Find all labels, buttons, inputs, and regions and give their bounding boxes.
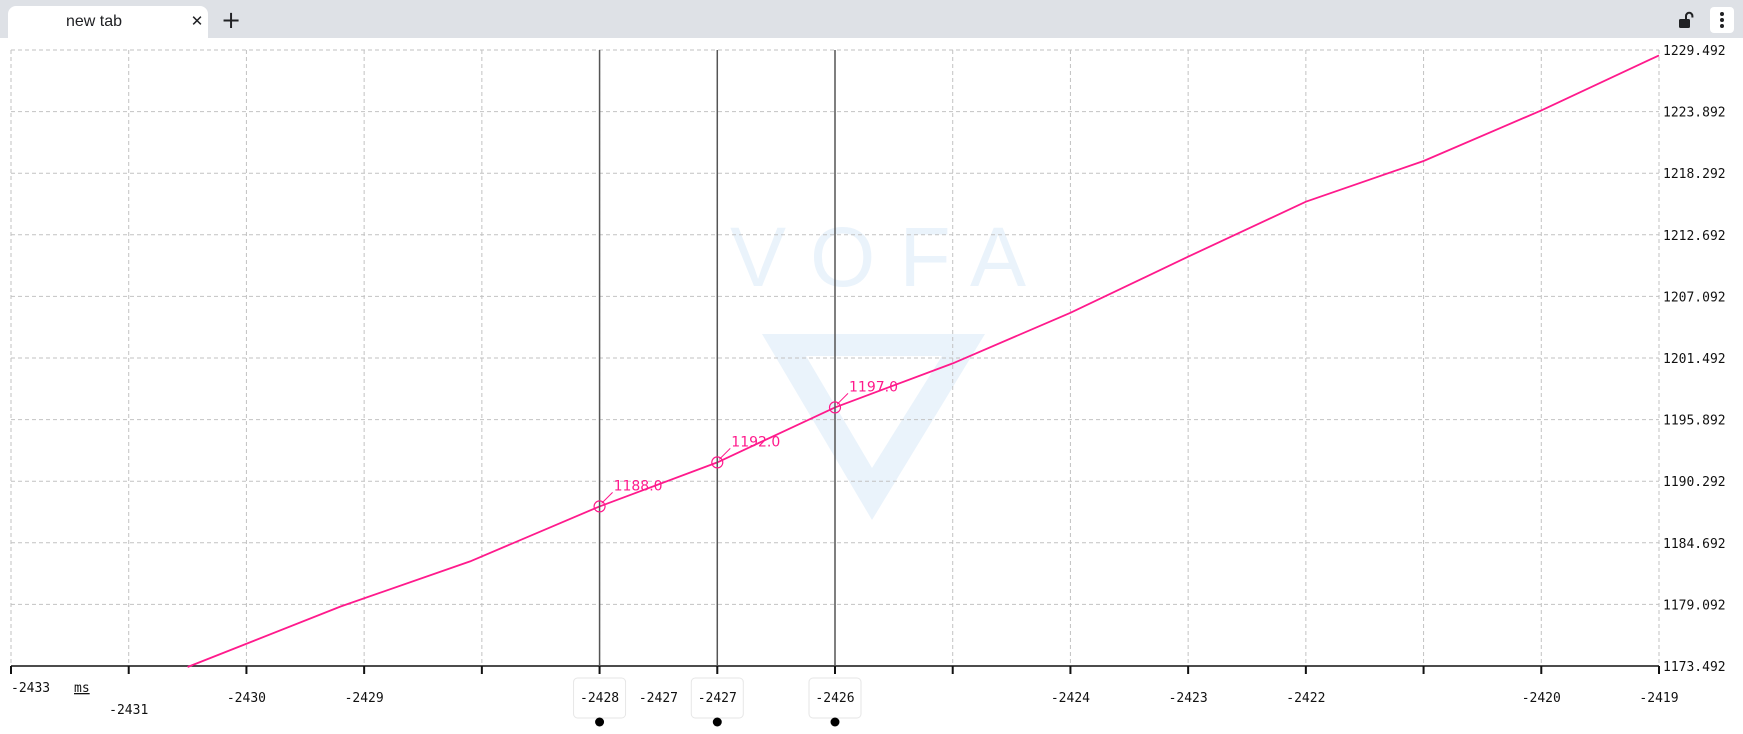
cursor-leader (601, 492, 613, 504)
x-tick-label: -2427 (639, 691, 678, 706)
cursor-drag-dot[interactable] (712, 717, 722, 727)
y-tick-label: 1212.692 (1663, 229, 1726, 244)
series-line (187, 54, 1660, 668)
cursor-marker (593, 500, 606, 513)
tab-title: new tab (66, 13, 123, 30)
cursor-leader (836, 393, 849, 405)
y-tick-label: 1195.892 (1663, 414, 1726, 429)
cursor-leader (718, 448, 731, 460)
series-group (187, 54, 1660, 668)
x-unit-label: ms (74, 681, 90, 696)
cursor-x-label: -2427 (698, 691, 737, 706)
x-tick-label: -2419 (1639, 691, 1678, 706)
y-tick-label: 1223.892 (1663, 106, 1726, 121)
vertical-dots-icon (1720, 18, 1724, 22)
cursor-x-label: -2428 (580, 691, 619, 706)
cursor-x-label: -2426 (815, 691, 854, 706)
x-tick-label: -2429 (345, 691, 384, 706)
cursor-group[interactable]: 1188.0 -2428 1192.0 -2427 1197.0 -2426 (573, 50, 898, 727)
cursor-value-label: 1192.0 (731, 434, 780, 450)
vertical-dots-icon (1720, 12, 1724, 16)
y-axis: 1229.492 1223.892 1218.292 1212.692 1207.092… (1663, 44, 1726, 675)
cursor-value-label: 1188.0 (614, 478, 663, 494)
x-tick-label: -2420 (1522, 691, 1561, 706)
x-tick-label: -2430 (227, 691, 266, 706)
tab-bar: new tab ✕ + (0, 0, 1743, 38)
watermark-logo (762, 334, 985, 520)
cursor-marker (828, 401, 842, 414)
unlock-icon[interactable] (1676, 10, 1696, 30)
y-tick-label: 1201.492 (1663, 352, 1726, 367)
cursor-drag-dot[interactable] (830, 717, 840, 727)
chart-svg[interactable]: VOFA 1229.492 1223.892 1218.292 1212.692 120… (0, 38, 1743, 734)
watermark-text: VOFA (730, 210, 1050, 304)
x-tick-label: -2423 (1169, 691, 1208, 706)
y-tick-label: 1184.692 (1663, 537, 1726, 552)
x-tick-label: -2431 (109, 703, 148, 718)
close-icon[interactable]: ✕ (190, 12, 204, 30)
y-tick-label: 1207.092 (1663, 290, 1726, 305)
menu-button[interactable] (1710, 7, 1734, 33)
x-tick-label: -2422 (1286, 691, 1325, 706)
x-tick-label: -2433 (11, 681, 50, 696)
cursor-drag-dot[interactable] (595, 717, 605, 727)
new-tab-button[interactable]: + (220, 6, 242, 34)
vofa-watermark: VOFA (730, 210, 1050, 520)
y-tick-label: 1179.092 (1663, 598, 1726, 613)
x-tick-label: -2424 (1051, 691, 1090, 706)
waveform-plot[interactable]: VOFA 1229.492 1223.892 1218.292 1212.692 120… (0, 38, 1743, 734)
y-tick-label: 1218.292 (1663, 167, 1726, 182)
y-tick-label: 1229.492 (1663, 44, 1726, 59)
vertical-dots-icon (1720, 24, 1724, 28)
cursor-marker (711, 456, 724, 469)
y-tick-label: 1173.492 (1663, 660, 1726, 675)
cursor-value-label: 1197.0 (849, 379, 898, 395)
y-tick-label: 1190.292 (1663, 475, 1726, 490)
browser-tab[interactable]: new tab ✕ (8, 6, 208, 38)
